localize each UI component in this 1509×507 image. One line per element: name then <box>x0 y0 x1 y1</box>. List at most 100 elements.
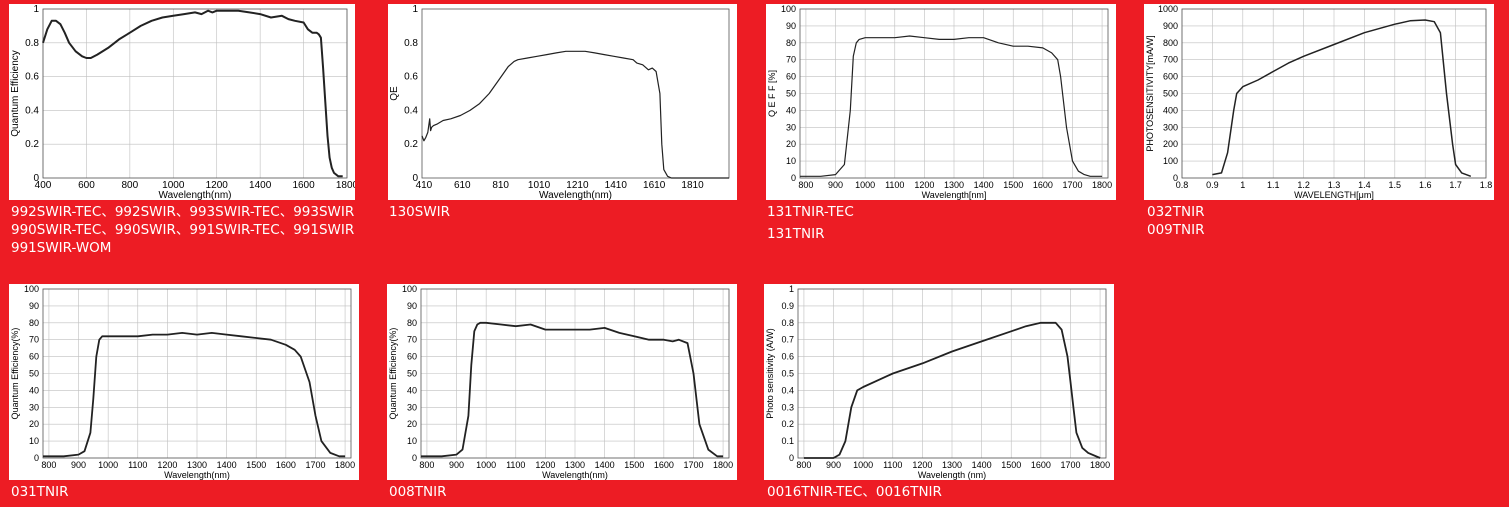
y-axis-label: Q E F F [%] <box>767 70 777 117</box>
y-axis-label: Photo sensitivity (A/W) <box>765 328 775 419</box>
y-tick-label: 0.7 <box>781 335 794 345</box>
y-tick-label: 0 <box>33 173 39 184</box>
series-line <box>803 321 1101 459</box>
x-axis-label: Wavelength(nm) <box>164 470 230 480</box>
chart-caption-2: 130SWIR <box>389 203 450 221</box>
x-axis-label: Wavelength(nm) <box>159 190 232 200</box>
x-tick-label: 800 <box>798 180 813 190</box>
x-tick-label: 1300 <box>942 460 962 470</box>
y-tick-label: 0.5 <box>781 369 794 379</box>
y-tick-label: 0.2 <box>781 419 794 429</box>
x-tick-label: 0.9 <box>1206 180 1219 190</box>
y-tick-label: 0.6 <box>404 72 418 83</box>
x-tick-label: 1700 <box>1060 460 1080 470</box>
x-tick-label: 1100 <box>885 180 904 190</box>
y-tick-label: 100 <box>1163 156 1178 166</box>
y-tick-label: 0.8 <box>781 318 794 328</box>
x-tick-label: 1600 <box>654 460 674 470</box>
y-tick-label: 0 <box>1173 173 1178 183</box>
series-line <box>421 50 729 179</box>
y-tick-label: 1000 <box>1158 4 1178 14</box>
x-tick-label: 900 <box>449 460 464 470</box>
y-tick-label: 0 <box>412 173 418 184</box>
x-tick-label: 1500 <box>1003 180 1023 190</box>
x-tick-label: 1500 <box>246 460 266 470</box>
x-tick-label: 1100 <box>883 460 902 470</box>
x-tick-label: 1 <box>1240 180 1245 190</box>
y-tick-label: 0 <box>789 453 794 463</box>
chart-caption-5-line-1: 031TNIR <box>11 484 69 500</box>
y-tick-label: 80 <box>786 38 796 48</box>
y-tick-label: 0.6 <box>781 352 794 362</box>
x-tick-label: 1500 <box>624 460 644 470</box>
x-tick-label: 900 <box>71 460 86 470</box>
series-line <box>43 332 346 458</box>
x-tick-label: 1800 <box>1090 460 1110 470</box>
y-tick-label: 0.2 <box>404 139 418 150</box>
y-tick-label: 30 <box>786 122 796 132</box>
y-tick-label: 70 <box>786 55 796 65</box>
x-tick-label: 1300 <box>565 460 585 470</box>
y-tick-label: 100 <box>24 284 39 294</box>
plot-frame <box>1181 8 1487 179</box>
y-tick-label: 90 <box>786 21 796 31</box>
chart-panel-5: 800 900 1000 1100 1200 1300 1400 1500 1600 1700 18… <box>9 284 359 480</box>
y-tick-label: 0.8 <box>25 38 39 49</box>
x-tick-label: 1100 <box>128 460 147 470</box>
plot-frame <box>42 8 348 179</box>
x-tick-label: 800 <box>419 460 434 470</box>
x-tick-label: 1700 <box>683 460 703 470</box>
y-tick-label: 60 <box>29 352 39 362</box>
y-tick-label: 50 <box>786 89 796 99</box>
y-tick-label: 0 <box>34 453 39 463</box>
x-tick-label: 1410 <box>605 180 628 191</box>
x-tick-label: 1300 <box>944 180 964 190</box>
y-tick-label: 0.4 <box>781 385 794 395</box>
chart-caption-1-line-3: 991SWIR-WOM <box>11 240 112 256</box>
x-tick-label: 1400 <box>249 180 272 191</box>
y-tick-label: 70 <box>29 335 39 345</box>
chart-panel-6: 800 900 1000 1100 1200 1300 1400 1500 1600 1700 18… <box>387 284 737 480</box>
y-axis-label: Quantum Efficiency(%) <box>388 328 398 420</box>
plot-frame <box>797 288 1107 459</box>
x-tick-label: 600 <box>78 180 95 191</box>
plot-frame <box>42 288 352 459</box>
y-tick-label: 60 <box>407 352 417 362</box>
chart-caption-2-line-1: 130SWIR <box>389 204 451 220</box>
y-tick-label: 800 <box>1163 38 1178 48</box>
chart-caption-1-line-2: 990SWIR-TEC、990SWIR、991SWIR-TEC、991SWIR <box>11 222 355 238</box>
chart-panel-2: 410 610 810 1010 1210 1410 1610 1810 0 0.2 0.4 0.6 0… <box>388 4 737 200</box>
plot-frame <box>420 288 730 459</box>
y-tick-label: 0 <box>791 173 796 183</box>
y-tick-label: 50 <box>29 369 39 379</box>
chart-panel-3: 800 900 1000 1100 1200 1300 1400 1500 1600 1700 18… <box>766 4 1116 200</box>
y-axis-label: QE <box>389 86 400 101</box>
y-tick-label: 0.6 <box>25 72 39 83</box>
x-tick-label: 1600 <box>292 180 315 191</box>
x-tick-label: 1500 <box>1001 460 1021 470</box>
y-tick-label: 0.1 <box>781 436 794 446</box>
chart-caption-4-line-1: 032TNIR <box>1147 204 1205 220</box>
plot-frame <box>799 8 1109 179</box>
y-tick-label: 1 <box>789 284 794 294</box>
x-tick-label: 1400 <box>595 460 615 470</box>
x-tick-label: 1000 <box>476 460 496 470</box>
y-axis-label: Quantum Efficiency(%) <box>10 328 20 420</box>
y-tick-label: 80 <box>29 318 39 328</box>
y-tick-label: 900 <box>1163 21 1178 31</box>
x-tick-label: 1800 <box>335 460 355 470</box>
x-axis-label: Wavelength[nm] <box>922 190 987 200</box>
y-tick-label: 70 <box>407 335 417 345</box>
x-tick-label: 1800 <box>336 180 355 191</box>
y-tick-label: 40 <box>407 385 417 395</box>
x-tick-label: 1600 <box>1033 180 1053 190</box>
x-tick-label: 400 <box>35 180 52 191</box>
y-tick-label: 0.4 <box>404 105 418 116</box>
y-tick-label: 0.3 <box>781 402 794 412</box>
chart-caption-5: 031TNIR <box>11 483 68 501</box>
x-tick-label: 900 <box>828 180 843 190</box>
y-tick-label: 30 <box>407 402 417 412</box>
x-tick-label: 1000 <box>855 180 875 190</box>
y-tick-label: 60 <box>786 72 796 82</box>
chart-caption-7: 0016TNIR-TEC、0016TNIR <box>767 483 942 501</box>
